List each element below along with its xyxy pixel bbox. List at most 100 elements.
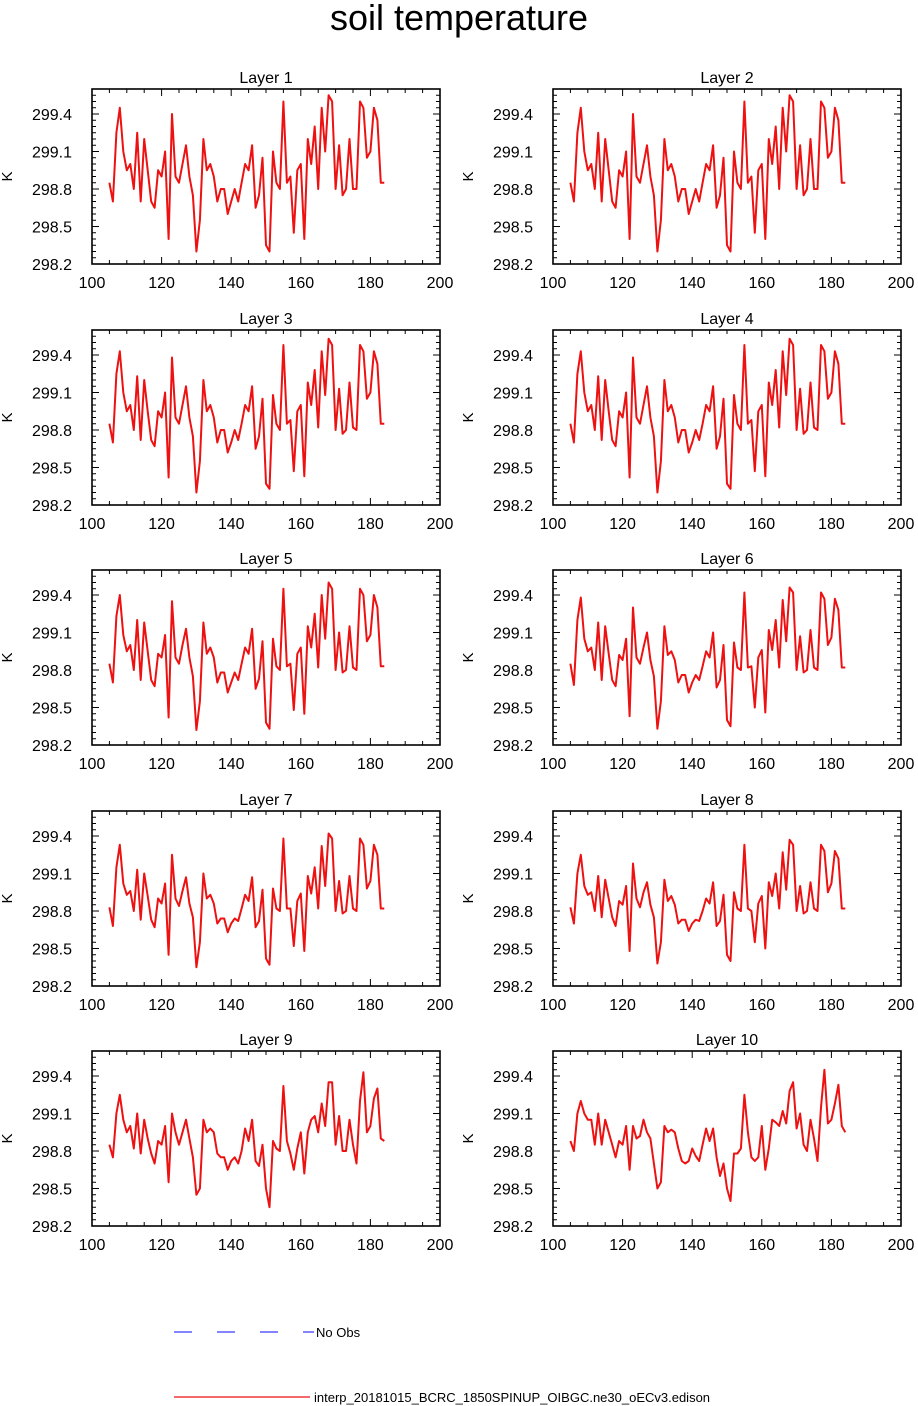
- x-tick-label: 180: [818, 275, 845, 292]
- x-tick-label: 120: [148, 275, 175, 292]
- x-tick-label: 140: [679, 516, 706, 533]
- y-axis-label: K: [460, 412, 477, 422]
- legend-label: interp_20181015_BCRC_1850SPINUP_OIBGC.ne…: [314, 1390, 710, 1405]
- y-axis-label: K: [460, 1133, 477, 1143]
- x-tick-label: 200: [888, 516, 915, 533]
- y-tick-label: 298.5: [32, 942, 72, 959]
- panel-title: Layer 6: [700, 551, 753, 568]
- y-tick-label: 298.2: [32, 257, 72, 274]
- y-tick-label: 298.5: [493, 220, 533, 237]
- x-tick-label: 140: [218, 275, 245, 292]
- y-tick-label: 299.4: [32, 588, 72, 605]
- y-tick-label: 298.2: [493, 738, 533, 755]
- x-tick-label: 200: [427, 1237, 454, 1254]
- x-tick-label: 120: [609, 1237, 636, 1254]
- x-tick-label: 180: [818, 516, 845, 533]
- x-tick-label: 160: [748, 756, 775, 773]
- x-tick-label: 100: [540, 997, 567, 1014]
- y-tick-label: 298.8: [32, 423, 72, 440]
- y-tick-label: 298.2: [32, 738, 72, 755]
- y-tick-label: 299.1: [493, 145, 533, 162]
- y-tick-label: 298.5: [32, 461, 72, 478]
- y-tick-label: 299.4: [493, 588, 533, 605]
- panel-layer-4: Layer 4 K 100 120 140 160 180 200 298.2 298.5 298.…: [460, 311, 914, 533]
- y-tick-label: 298.5: [32, 701, 72, 718]
- y-tick-label: 298.8: [493, 904, 533, 921]
- x-tick-label: 100: [540, 516, 567, 533]
- y-tick-label: 299.4: [32, 1069, 72, 1086]
- x-tick-label: 180: [818, 997, 845, 1014]
- x-tick-label: 200: [427, 516, 454, 533]
- y-tick-label: 298.5: [32, 1182, 72, 1199]
- x-tick-label: 200: [888, 997, 915, 1014]
- panel-title: Layer 3: [239, 311, 292, 328]
- x-tick-label: 140: [218, 1237, 245, 1254]
- legend-entry-model: interp_20181015_BCRC_1850SPINUP_OIBGC.ne…: [174, 1390, 710, 1405]
- y-tick-label: 299.4: [32, 348, 72, 365]
- x-tick-label: 180: [818, 1237, 845, 1254]
- y-tick-label: 298.2: [493, 1219, 533, 1236]
- x-tick-label: 160: [748, 516, 775, 533]
- x-tick-label: 120: [609, 756, 636, 773]
- legend: No Obs interp_20181015_BCRC_1850SPINUP_OI…: [174, 1325, 710, 1405]
- x-tick-label: 140: [218, 756, 245, 773]
- plot-frame: [552, 810, 902, 987]
- x-tick-label: 200: [427, 756, 454, 773]
- y-tick-label: 299.1: [493, 386, 533, 403]
- x-tick-label: 160: [287, 275, 314, 292]
- y-tick-label: 298.5: [493, 1182, 533, 1199]
- panel-title: Layer 9: [239, 1032, 292, 1049]
- figure-title: soil temperature: [330, 0, 588, 38]
- y-tick-label: 299.1: [493, 867, 533, 884]
- panel-title: Layer 4: [700, 311, 753, 328]
- x-tick-label: 160: [287, 516, 314, 533]
- series-line: [569, 94, 846, 253]
- x-tick-label: 140: [679, 275, 706, 292]
- series-line: [569, 838, 846, 965]
- series-line: [569, 586, 846, 730]
- panel-layer-8: Layer 8 K 100 120 140 160 180 200 298.2 298.5 298.…: [460, 792, 914, 1014]
- y-tick-label: 298.2: [493, 498, 533, 515]
- panel-layer-1: Layer 1 K 100 120 140 160 180 200 298.2 298.5 298.…: [0, 70, 453, 292]
- series-line: [108, 337, 385, 494]
- y-tick-label: 298.2: [493, 979, 533, 996]
- y-tick-label: 299.4: [493, 107, 533, 124]
- y-tick-label: 298.5: [32, 220, 72, 237]
- y-tick-label: 298.8: [493, 1144, 533, 1161]
- x-tick-label: 160: [287, 756, 314, 773]
- y-tick-label: 299.1: [32, 1107, 72, 1124]
- x-tick-label: 200: [888, 756, 915, 773]
- y-axis-label: K: [0, 652, 16, 662]
- x-tick-label: 160: [748, 275, 775, 292]
- panel-layer-10: Layer 10 K 100 120 140 160 180 200 298.2 298.5 298…: [460, 1032, 914, 1254]
- panel-layer-9: Layer 9 K 100 120 140 160 180 200 298.2 298.5 298.…: [0, 1032, 453, 1254]
- y-tick-label: 299.1: [32, 145, 72, 162]
- y-axis-label: K: [0, 1133, 16, 1143]
- y-tick-label: 298.5: [493, 461, 533, 478]
- y-tick-label: 299.1: [32, 386, 72, 403]
- x-tick-label: 140: [218, 997, 245, 1014]
- panel-layer-2: Layer 2 K 100 120 140 160 180 200 298.2 298.5 298.…: [460, 70, 914, 292]
- x-tick-label: 180: [818, 756, 845, 773]
- series-line: [108, 1071, 385, 1209]
- panel-title: Layer 5: [239, 551, 292, 568]
- y-tick-label: 299.1: [32, 626, 72, 643]
- x-tick-label: 100: [540, 1237, 567, 1254]
- x-tick-label: 180: [357, 516, 384, 533]
- x-tick-label: 180: [357, 756, 384, 773]
- panel-layer-5: Layer 5 K 100 120 140 160 180 200 298.2 298.5 298.…: [0, 551, 453, 773]
- panel-layer-3: Layer 3 K 100 120 140 160 180 200 298.2 298.5 298.…: [0, 311, 453, 533]
- panel-layer-6: Layer 6 K 100 120 140 160 180 200 298.2 298.5 298.…: [460, 551, 914, 773]
- x-tick-label: 180: [357, 275, 384, 292]
- x-tick-label: 120: [148, 1237, 175, 1254]
- series-line: [569, 337, 846, 494]
- x-tick-label: 100: [79, 997, 106, 1014]
- x-tick-label: 120: [609, 516, 636, 533]
- panel-grid: Layer 1 K 100 120 140 160 180 200 298.2 298.5 298.…: [0, 70, 914, 1254]
- y-tick-label: 299.1: [493, 626, 533, 643]
- plot-frame: [91, 1050, 441, 1227]
- panel-title: Layer 10: [696, 1032, 758, 1049]
- y-axis-label: K: [460, 171, 477, 181]
- y-tick-label: 298.5: [493, 701, 533, 718]
